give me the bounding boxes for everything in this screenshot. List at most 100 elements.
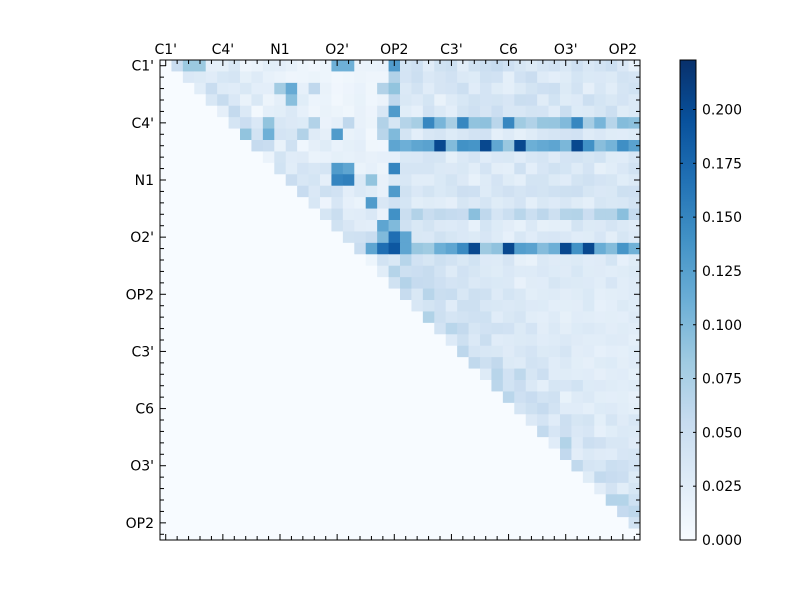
heatmap-cell — [194, 231, 207, 244]
heatmap-cell — [605, 368, 618, 381]
heatmap-cell — [617, 288, 629, 301]
heatmap-cell — [217, 208, 229, 221]
heatmap-cell — [457, 128, 469, 141]
heatmap-cell — [182, 414, 195, 427]
heatmap-cell — [457, 311, 469, 324]
heatmap-cell — [411, 288, 424, 301]
heatmap-cell — [491, 174, 504, 187]
heatmap-cell — [205, 277, 218, 289]
heatmap-cell — [320, 345, 332, 358]
heatmap-cell — [582, 345, 595, 358]
heatmap-cell — [422, 242, 435, 255]
heatmap-cell — [308, 322, 321, 335]
heatmap-cell — [422, 414, 435, 427]
heatmap-cell — [525, 414, 538, 427]
heatmap-cell — [285, 162, 298, 175]
heatmap-cell — [457, 334, 469, 347]
heatmap-cell — [354, 368, 367, 381]
heatmap-cell — [628, 528, 641, 541]
heatmap-cell — [308, 528, 321, 541]
heatmap-cell — [240, 128, 252, 141]
heatmap-cell — [297, 505, 309, 518]
heatmap-cell — [628, 277, 641, 289]
heatmap-cell — [537, 448, 549, 461]
heatmap-cell — [377, 288, 389, 301]
heatmap-cell — [194, 300, 207, 312]
heatmap-cell — [594, 242, 607, 255]
heatmap-cell — [617, 460, 629, 472]
heatmap-cell — [571, 60, 584, 72]
heatmap-cell — [160, 322, 172, 335]
heatmap-cell — [582, 402, 595, 415]
heatmap-cell — [491, 311, 504, 324]
heatmap-cell — [434, 528, 447, 541]
heatmap-cell — [617, 265, 629, 278]
heatmap-cell — [537, 437, 549, 449]
heatmap-cell — [457, 94, 469, 107]
heatmap-cell — [331, 391, 344, 404]
heatmap-cell — [320, 334, 332, 347]
heatmap-cell — [354, 482, 367, 495]
heatmap-cell — [297, 254, 309, 267]
heatmap-cell — [377, 71, 389, 84]
heatmap-cell — [582, 140, 595, 152]
heatmap-cell — [617, 185, 629, 198]
heatmap-cell — [411, 528, 424, 541]
heatmap-cell — [285, 94, 298, 107]
heatmap-cell — [331, 117, 344, 129]
heatmap-cell — [617, 448, 629, 461]
heatmap-cell — [514, 220, 527, 232]
heatmap-cell — [400, 288, 412, 301]
heatmap-cell — [594, 380, 607, 392]
heatmap-cell — [422, 402, 435, 415]
heatmap-cell — [617, 208, 629, 221]
heatmap-cell — [594, 368, 607, 381]
heatmap-cell — [617, 425, 629, 438]
heatmap-cell — [628, 322, 641, 335]
heatmap-cell — [171, 311, 184, 324]
heatmap-cell — [605, 162, 618, 175]
heatmap-cell — [422, 128, 435, 141]
heatmap-cell — [537, 517, 549, 529]
heatmap-cell — [411, 220, 424, 232]
heatmap-cell — [217, 345, 229, 358]
heatmap-cell — [194, 494, 207, 507]
heatmap-cell — [582, 528, 595, 541]
heatmap-cell — [411, 277, 424, 289]
heatmap-cell — [228, 117, 241, 129]
heatmap-cell — [411, 357, 424, 369]
heatmap-cell — [217, 231, 229, 244]
heatmap-cell — [502, 71, 515, 84]
heatmap-cell — [422, 208, 435, 221]
heatmap-cell — [171, 334, 184, 347]
heatmap-cell — [228, 162, 241, 175]
heatmap-cell — [457, 82, 469, 95]
heatmap-cell — [628, 471, 641, 484]
heatmap-cell — [240, 197, 252, 209]
heatmap-cell — [342, 105, 355, 118]
heatmap-cell — [308, 380, 321, 392]
heatmap-cell — [434, 425, 447, 438]
heatmap-cell — [171, 528, 184, 541]
heatmap-cell — [205, 368, 218, 381]
heatmap-cell — [194, 220, 207, 232]
heatmap-cell — [571, 151, 584, 164]
heatmap-cell — [491, 300, 504, 312]
heatmap-cell — [274, 517, 287, 529]
heatmap-cell — [594, 174, 607, 187]
heatmap-cell — [594, 300, 607, 312]
plot-frame — [159, 59, 641, 541]
heatmap-cell — [182, 185, 195, 198]
heatmap-cell — [617, 231, 629, 244]
heatmap-cell — [400, 105, 412, 118]
heatmap-cell — [411, 242, 424, 255]
heatmap-cell — [297, 197, 309, 209]
heatmap-cell — [285, 391, 298, 404]
heatmap-cell — [331, 322, 344, 335]
heatmap-cell — [182, 288, 195, 301]
heatmap-cell — [525, 402, 538, 415]
heatmap-cell — [228, 471, 241, 484]
heatmap-cell — [537, 300, 549, 312]
heatmap-cell — [594, 414, 607, 427]
heatmap-cell — [582, 254, 595, 267]
